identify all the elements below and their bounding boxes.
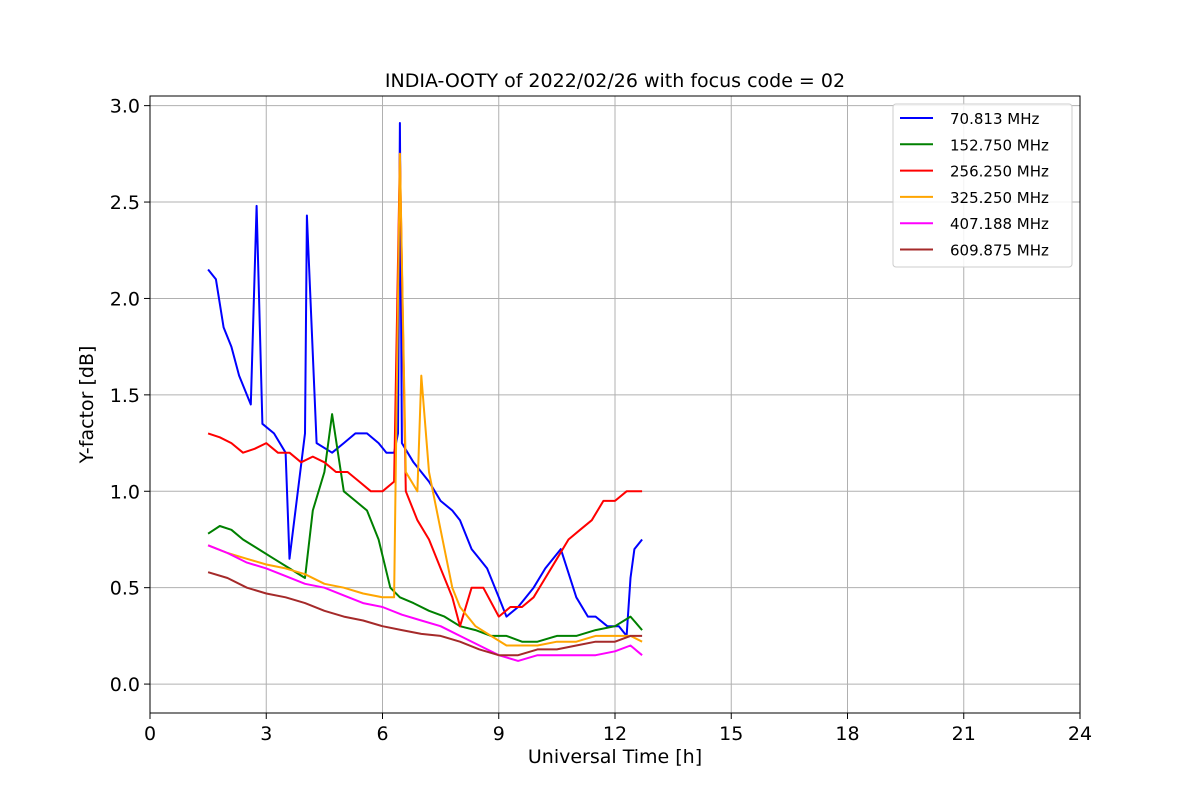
y-tick-label: 3.0 xyxy=(110,96,140,118)
x-tick-label: 6 xyxy=(376,723,388,745)
x-tick-label: 9 xyxy=(493,723,505,745)
legend-label-3: 325.250 MHz xyxy=(950,189,1049,207)
y-tick-label: 1.0 xyxy=(110,481,140,503)
x-tick-label: 15 xyxy=(719,723,743,745)
x-tick-label: 12 xyxy=(603,723,627,745)
axis-ticks: 0 3 6 9 12 15 18 21 24 0.0 0.5 1.0 1.5 2.0 2.5 3.0 xyxy=(110,96,1092,745)
x-tick-label: 24 xyxy=(1068,723,1092,745)
y-tick-label: 0.0 xyxy=(110,674,140,696)
legend: 70.813 MHz 152.750 MHz 256.250 MHz 325.250 … xyxy=(892,103,1073,268)
y-tick-label: 1.5 xyxy=(110,385,140,407)
x-tick-label: 3 xyxy=(260,723,272,745)
series-line-4 xyxy=(207,544,643,662)
y-tick-label: 2.5 xyxy=(110,192,140,214)
x-tick-label: 21 xyxy=(952,723,976,745)
y-tick-label: 2.0 xyxy=(110,288,140,310)
series-line-3 xyxy=(207,152,643,647)
x-tick-label: 18 xyxy=(835,723,859,745)
series-line-2 xyxy=(207,152,643,628)
legend-label-1: 152.750 MHz xyxy=(950,136,1049,154)
x-tick-label: 0 xyxy=(144,723,156,745)
legend-label-5: 609.875 MHz xyxy=(950,242,1049,260)
legend-label-4: 407.188 MHz xyxy=(950,215,1049,233)
x-axis-label: Universal Time [h] xyxy=(528,746,702,768)
series-line-5 xyxy=(207,571,643,657)
series-group xyxy=(207,122,643,662)
legend-label-0: 70.813 MHz xyxy=(950,110,1039,128)
chart-title: INDIA-OOTY of 2022/02/26 with focus code… xyxy=(385,70,845,92)
legend-box xyxy=(892,103,1073,268)
legend-label-2: 256.250 MHz xyxy=(950,163,1049,181)
series-line-0 xyxy=(207,122,643,637)
y-axis-label: Y-factor [dB] xyxy=(76,346,98,465)
y-tick-label: 0.5 xyxy=(110,578,140,600)
